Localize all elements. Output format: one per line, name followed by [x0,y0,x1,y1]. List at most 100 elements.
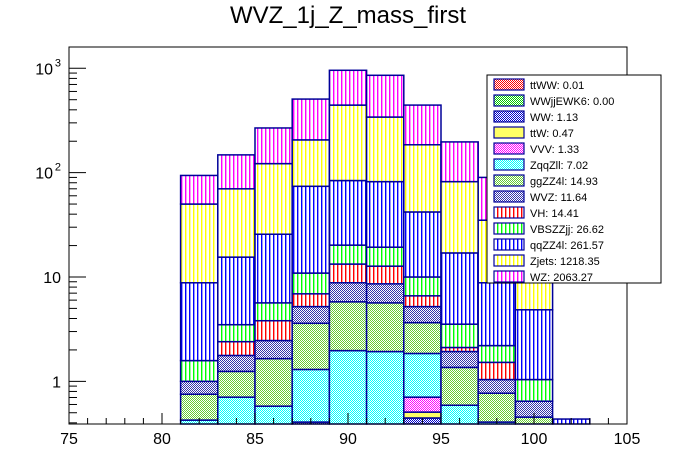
bar-VH-bin-87 [291,293,331,308]
y-tick-exponent: 2 [55,162,61,174]
legend-label-WZ: WZ: 2063.27 [530,272,593,284]
bar-ggZZ4l-bin-87 [291,322,331,371]
bar-VBSZZjj-bin-93 [403,276,442,297]
bar-WZ-bin-93 [403,104,442,146]
legend-swatch-Zjets [493,254,525,267]
x-tick-label: 95 [432,431,450,448]
legend-label-ggZZ4l: ggZZ4l: 14.93 [530,176,598,188]
bar-qqZZ4l-bin-95 [440,252,479,325]
x-tick-label: 90 [339,431,357,448]
legend-label-VBSZZjj: VBSZZjj: 26.62 [530,224,604,236]
bar-VH-bin-89 [328,263,368,284]
legend-label-VH: VH: 14.41 [530,208,579,220]
bar-WZ-bin-85 [254,127,293,165]
y-tick-label: 10 [35,61,53,78]
bar-WVZ-bin-81 [179,380,219,395]
legend-label-ZqqZll: ZqqZll: 7.02 [530,160,588,172]
bar-Zjets-bin-81 [179,203,219,284]
x-tick-label: 75 [60,431,78,448]
legend-swatch-qqZZ4l [493,238,525,251]
legend-swatch-ZqqZll [493,158,525,171]
x-tick-label: 105 [614,431,641,448]
bar-WVZ-bin-87 [291,305,331,325]
bar-WVZ-bin-85 [254,339,293,360]
bar-VH-bin-97 [477,361,517,381]
legend-swatch-ttW [493,126,525,139]
y-tick-label: 1 [52,374,61,391]
bar-ZqqZll-bin-87 [291,368,331,423]
bar-WZ-bin-89 [328,69,368,106]
stacked-bars [179,69,591,425]
bar-Zjets-bin-87 [291,139,331,188]
bar-ggZZ4l-bin-95 [440,366,479,406]
bar-WZ-bin-87 [291,98,331,141]
legend-label-WWjjEWK6: WWjjEWK6: 0.00 [530,96,614,108]
bar-VBSZZjj-bin-95 [440,323,479,349]
bar-qqZZ4l-bin-93 [403,211,442,278]
legend-label-ttW: ttW: 0.47 [530,128,574,140]
legend-label-Zjets: Zjets: 1218.35 [530,256,600,268]
bar-WVZ-bin-83 [217,354,256,373]
bar-qqZZ4l-bin-89 [328,179,368,246]
bar-VBSZZjj-bin-99 [514,378,554,402]
bar-VBSZZjj-bin-91 [365,246,405,267]
legend-swatch-VBSZZjj [493,222,525,235]
y-tick-exponent: 3 [55,57,61,69]
bar-ggZZ4l-bin-81 [179,393,219,421]
legend-swatch-WVZ [493,190,525,203]
bar-Zjets-bin-85 [254,162,293,235]
bar-ggZZ4l-bin-83 [217,370,256,398]
bar-WVZ-bin-95 [440,350,479,369]
bar-WVZ-bin-97 [477,378,517,394]
legend-swatch-ttWW [493,78,525,91]
bar-WVZ-bin-93 [403,305,442,324]
legend-label-WVZ: WVZ: 11.64 [530,192,587,204]
x-tick-label: 80 [153,431,171,448]
bar-WZ-bin-91 [365,74,405,118]
legend-swatch-WZ [493,270,525,283]
legend-swatch-WWjjEWK6 [493,94,525,107]
bar-ggZZ4l-bin-89 [328,301,368,352]
bar-ggZZ4l-bin-85 [254,357,293,407]
bar-qqZZ4l-bin-97 [477,282,517,347]
bar-qqZZ4l-bin-99 [514,309,554,381]
legend-label-ttWW: ttWW: 0.01 [530,80,584,92]
legend-label-WW: WW: 1.13 [530,112,578,124]
bar-WVZ-bin-91 [365,283,405,304]
x-tick-label: 100 [521,431,548,448]
bar-VBSZZjj-bin-83 [217,323,256,343]
bar-ZqqZll-bin-91 [365,350,405,425]
bar-VBSZZjj-bin-89 [328,244,368,265]
legend-label-qqZZ4l: qqZZ4l: 261.57 [530,240,604,252]
bar-VH-bin-93 [403,295,442,308]
bar-Zjets-bin-83 [217,188,256,258]
bar-qqZZ4l-bin-91 [365,180,405,248]
bar-WZ-bin-81 [179,174,219,205]
bar-VBSZZjj-bin-87 [291,272,331,295]
legend-swatch-VVV [493,142,525,155]
legend-swatch-ggZZ4l [493,174,525,187]
bar-Zjets-bin-91 [365,116,405,183]
legend: ttWW: 0.01 WWjjEWK6: 0.00 WW: 1.13 ttW: 0.4… [486,74,662,284]
bar-ggZZ4l-bin-97 [477,392,517,423]
bar-qqZZ4l-bin-85 [254,233,293,304]
y-tick-label: 10 [43,270,61,287]
x-tick-label: 85 [246,431,264,448]
bar-ZqqZll-bin-89 [328,349,368,425]
bar-VH-bin-91 [365,265,405,285]
bar-ZqqZll-bin-93 [403,352,442,398]
bar-qqZZ4l-bin-83 [217,256,256,326]
bar-WZ-bin-83 [217,154,256,190]
bar-VH-bin-85 [254,319,293,342]
y-tick-label: 10 [35,166,53,183]
bar-WZ-bin-95 [440,141,479,183]
bar-VBSZZjj-bin-81 [179,359,219,383]
bar-VH-bin-83 [217,340,256,357]
legend-swatch-WW [493,110,525,123]
bar-Zjets-bin-93 [403,144,442,213]
bar-VVV-bin-93 [403,396,442,413]
bar-WVZ-bin-89 [328,282,368,303]
legend-label-VVV: VVV: 1.33 [530,144,579,156]
bar-ggZZ4l-bin-93 [403,321,442,355]
